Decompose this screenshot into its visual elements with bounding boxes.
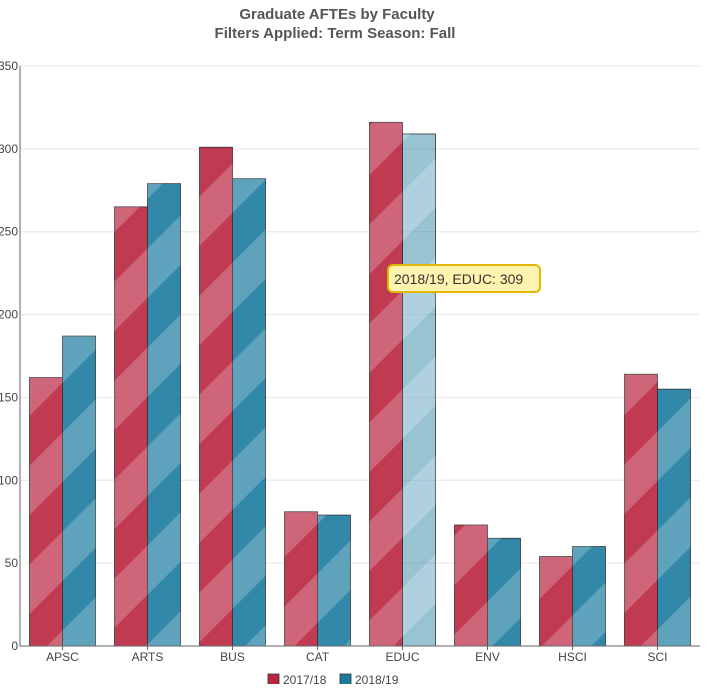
bar-stripe-overlay [62, 336, 96, 646]
legend-label[interactable]: 2017/18 [283, 673, 327, 687]
y-axis: 0 50 100 150 200 250 300 350 [0, 59, 21, 653]
legend-swatch [339, 673, 352, 686]
bar-stripe-overlay [402, 133, 436, 646]
y-tick-label: 50 [5, 556, 19, 570]
bar-stripe-overlay [317, 515, 351, 646]
bar-stripe-overlay [199, 147, 233, 646]
bar-stripe-overlay [487, 538, 521, 646]
y-tick-label: 150 [0, 390, 18, 404]
y-tick-label: 350 [0, 59, 18, 73]
y-tick-label: 250 [0, 225, 18, 239]
x-tick-label: ARTS [132, 650, 164, 664]
chart-subtitle: Filters Applied: Term Season: Fall [215, 25, 456, 42]
x-tick-label: EDUC [385, 650, 419, 664]
legend: 2017/18 2018/19 [267, 673, 399, 687]
bar-stripe-overlay [539, 556, 573, 646]
x-tick-label: HSCI [558, 650, 587, 664]
tooltip-box [387, 264, 541, 293]
x-axis: APSC ARTS BUS CAT EDUC ENV HSCI SCI [20, 645, 700, 664]
y-tick-label: 300 [0, 142, 18, 156]
bar-stripe-overlay [232, 178, 266, 646]
bar-stripe-overlay [29, 377, 63, 646]
tooltip-label: 2018/19, EDUC: 309 [394, 271, 523, 287]
y-tick-label: 100 [0, 473, 18, 487]
y-tick-label: 200 [0, 308, 18, 322]
y-tick-label: 0 [11, 639, 18, 653]
bar-stripe-overlay [147, 183, 181, 646]
bar-stripe-overlay [114, 206, 148, 646]
bar-stripe-overlay [657, 389, 691, 646]
chart-title: Graduate AFTEs by Faculty [239, 6, 435, 23]
x-tick-label: APSC [46, 650, 79, 664]
bar-stripe-overlay [369, 122, 403, 647]
bar-stripe-overlay [624, 374, 658, 646]
tooltip: 2018/19, EDUC: 309 [387, 264, 541, 293]
bar-stripe-overlay [572, 546, 606, 646]
x-tick-label: BUS [220, 650, 245, 664]
legend-label[interactable]: 2018/19 [355, 673, 399, 687]
bar-stripe-overlay [454, 525, 488, 646]
legend-swatch [267, 673, 280, 686]
bar-stripe-overlay [284, 511, 318, 646]
x-tick-label: ENV [475, 650, 500, 664]
x-tick-label: CAT [306, 650, 330, 664]
x-tick-label: SCI [647, 650, 667, 664]
bars [29, 121, 691, 647]
